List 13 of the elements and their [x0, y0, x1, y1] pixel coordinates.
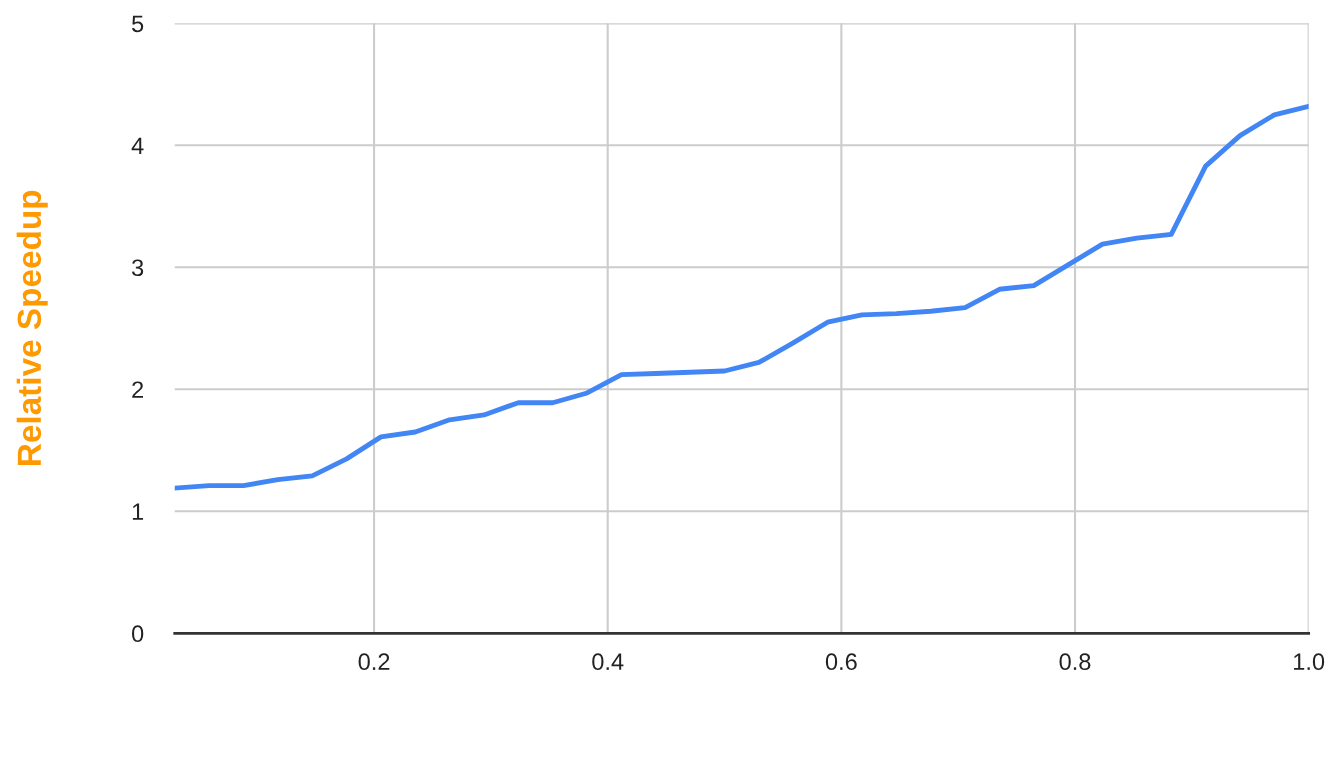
y-axis-title: Relative Speedup: [16, 190, 48, 466]
y-tick-label: 3: [131, 259, 144, 277]
line-series: [174, 103, 1309, 491]
y-tick-label: 2: [132, 381, 144, 398]
x-tick-label: 1.0: [1294, 653, 1325, 671]
y-tick-label: 0: [131, 625, 144, 643]
y-tick-label: 5: [132, 15, 144, 33]
y-tick-label: 4: [131, 137, 144, 154]
x-tick-label: 0.4: [592, 653, 624, 671]
x-tick-label: 0.6: [825, 653, 857, 671]
x-tick-label: 0.2: [358, 653, 390, 671]
x-tick-label: 0.8: [1059, 653, 1091, 671]
y-tick-label: 1: [132, 503, 144, 520]
